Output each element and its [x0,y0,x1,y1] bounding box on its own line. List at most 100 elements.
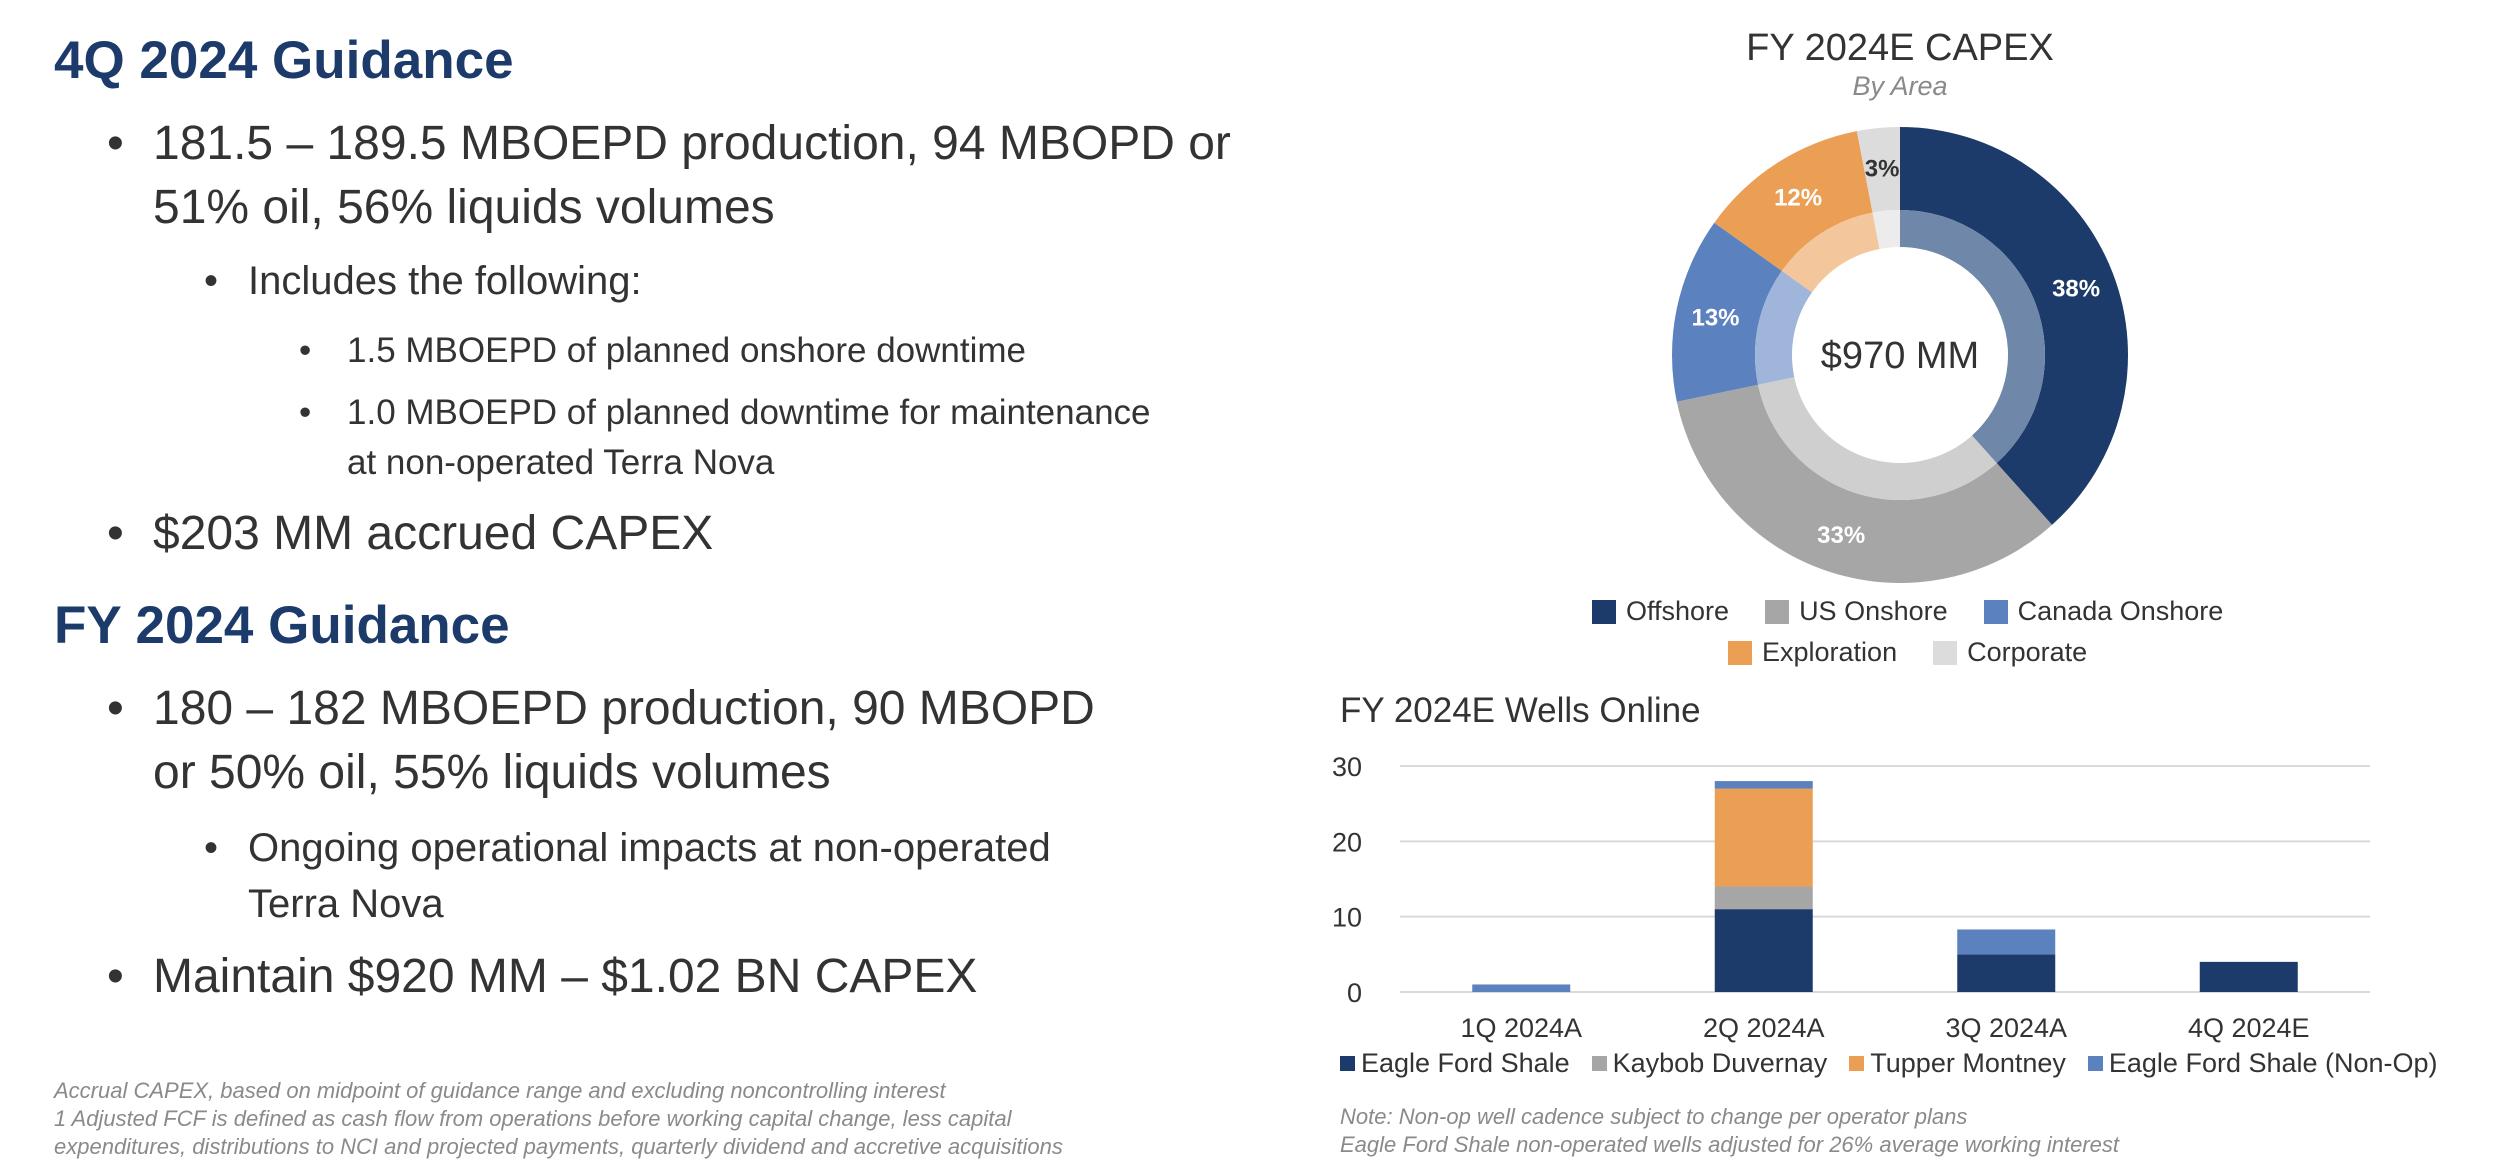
slice-label-corporate: 3% [1865,155,1900,182]
legend-swatch [1340,1056,1355,1071]
legend-label: Kaybob Duvernay [1612,1048,1828,1078]
wells-online-chart: FY 2024E Wells Online 0 10 20 30 1Q 2024A 2Q… [1332,691,2370,1043]
q4-bullet-capex: • $203 MM accrued CAPEX [107,502,713,566]
legend-label: Tupper Montney [1870,1048,2066,1078]
capex-chart-title: FY 2024E CAPEX [1746,27,2054,69]
slice-inner-us-onshore [1758,377,1997,500]
bullet-dot: • [107,117,124,170]
q4-production-line2: 51% oil, 56% liquids volumes [153,181,775,234]
legend-label: Canada Onshore [2017,596,2224,626]
bar-eagle-ford-shale-4q-2024e [2199,961,2298,992]
slice-inner-offshore [1900,210,2045,464]
slice-inner-corporate [1872,210,1900,249]
legend-item-eagle-ford-nonop: Eagle Ford Shale (Non-Op) [2087,1048,2438,1079]
legend-item-tupper: Tupper Montney [1849,1048,2066,1079]
legend-swatch [1765,599,1790,624]
fy-production-line2: or 50% oil, 55% liquids volumes [153,746,831,799]
legend-item-us-onshore: US Onshore [1765,596,1948,627]
slice-inner-canada-onshore [1755,270,1813,385]
x-tick-label: 2Q 2024A [1703,1013,1825,1043]
q4-bullet-onshore-downtime: • 1.5 MBOEPD of planned onshore downtime [299,326,1026,376]
q4-bullet-terra-nova: • 1.0 MBOEPD of planned downtime for mai… [299,388,1151,488]
legend-item-exploration: Exploration [1728,637,1897,668]
legend-label: Eagle Ford Shale (Non-Op) [2108,1048,2438,1078]
y-tick-label: 30 [1332,752,1362,782]
footnote-adjusted-fcf-2: expenditures, distributions to NCI and p… [54,1134,1063,1159]
fy-bullet-capex: • Maintain $920 MM – $1.02 BN CAPEX [107,945,978,1009]
wells-gridlines [1400,765,2370,993]
fy-bullet-production: • 180 – 182 MBOEPD production, 90 MBOPD … [107,677,1095,805]
wells-notes: Note: Non-op well cadence subject to cha… [1340,1103,2119,1159]
fy-bullet-terra-nova: • Ongoing operational impacts at non-ope… [204,820,1051,932]
legend-item-eagle-ford: Eagle Ford Shale [1340,1048,1570,1079]
bullet-dot: • [107,682,124,735]
footnote-adjusted-fcf-1: 1 Adjusted FCF is defined as cash flow f… [54,1106,1012,1131]
bar-eagle-ford-shale-3q-2024a [1957,954,2056,992]
q4-terra-nova-line2: at non-operated Terra Nova [347,443,775,482]
y-tick-label: 0 [1347,978,1362,1008]
wells-legend: Eagle Ford Shale Kaybob Duvernay Tupper … [1340,1048,2438,1079]
capex-center-total: $970 MM [1821,335,1979,377]
slice-us-onshore [1676,384,2053,583]
footnote-accrual: Accrual CAPEX, based on midpoint of guid… [54,1078,946,1103]
fy-terra-nova-line2: Terra Nova [248,882,444,926]
q4-production-line1: 181.5 – 189.5 MBOEPD production, 94 MBOP… [153,117,1231,170]
legend-swatch [1591,1056,1607,1071]
wells-note-1: Note: Non-op well cadence subject to cha… [1340,1104,1968,1129]
q4-includes-text: Includes the following: [248,259,642,303]
wells-note-2: Eagle Ford Shale non-operated wells adju… [1340,1132,2120,1157]
fy-terra-nova-line1: Ongoing operational impacts at non-opera… [248,826,1051,870]
capex-legend-row-2: Exploration Corporate [1728,637,2087,668]
bullet-dot: • [107,950,124,1003]
legend-item-canada-onshore: Canada Onshore [1983,596,2224,627]
q4-guidance-heading: 4Q 2024 Guidance [54,31,514,90]
legend-swatch [1728,640,1752,665]
legend-label: Corporate [1967,637,2088,667]
y-tick-label: 20 [1332,827,1362,857]
legend-label: Exploration [1762,637,1898,667]
legend-label: Eagle Ford Shale [1361,1048,1570,1078]
bar-kaybob-duvernay-2q-2024a [1714,886,1813,910]
capex-chart-subtitle: By Area [1852,71,1947,101]
legend-item-kaybob: Kaybob Duvernay [1591,1048,1828,1079]
legend-item-corporate: Corporate [1933,637,2087,668]
bar-tupper-montney-2q-2024a [1714,788,1813,887]
x-tick-label: 3Q 2024A [1945,1013,2067,1043]
bullet-dot: • [107,507,124,560]
legend-swatch [1592,599,1616,624]
slice-label-offshore: 38% [2052,276,2100,303]
bullet-dot: • [204,259,219,303]
legend-swatch [1933,640,1958,665]
slice-offshore [1900,127,2128,525]
bar-eagle-ford-shale-non-op-1q-2024a [1472,984,1571,992]
bullet-dot: • [299,331,312,370]
x-tick-label: 1Q 2024A [1460,1013,1582,1043]
bar-eagle-ford-shale-non-op-3q-2024a [1957,929,2056,955]
slice-canada-onshore [1672,222,1782,402]
bar-eagle-ford-shale-2q-2024a [1714,909,1813,992]
legend-swatch [2087,1056,2103,1071]
slice-label-exploration: 12% [1774,184,1822,211]
slice-inner-exploration [1781,212,1880,293]
bar-eagle-ford-shale-non-op-2q-2024a [1714,781,1813,789]
footnotes: Accrual CAPEX, based on midpoint of guid… [54,1077,1063,1161]
legend-swatch [1849,1056,1865,1071]
wells-x-tick-labels: 1Q 2024A 2Q 2024A 3Q 2024A 4Q 2024E [1460,1013,2309,1043]
wells-y-tick-labels: 0 10 20 30 [1332,752,1362,1008]
legend-item-offshore: Offshore [1592,596,1729,627]
wells-bars [1472,781,2298,992]
q4-bullet-production: • 181.5 – 189.5 MBOEPD production, 94 MB… [107,112,1231,240]
bullet-dot: • [204,826,219,870]
bullet-dot: • [299,393,312,432]
capex-donut-chart: FY 2024E CAPEX By Area 38% 33% 13% 12% 3% $9… [1672,27,2128,583]
legend-swatch [1983,599,2008,624]
capex-slices: 38% 33% 13% 12% 3% [1672,127,2128,583]
slice-corporate [1856,127,1900,213]
capex-legend-row-1: Offshore US Onshore Canada Onshore [1592,596,2223,627]
q4-onshore-downtime-text: 1.5 MBOEPD of planned onshore downtime [347,331,1026,370]
fy-capex-text: Maintain $920 MM – $1.02 BN CAPEX [153,950,978,1003]
slice-label-us-onshore: 33% [1817,522,1865,549]
slice-label-canada-onshore: 13% [1691,304,1739,331]
q4-terra-nova-line1: 1.0 MBOEPD of planned downtime for maint… [347,393,1151,432]
x-tick-label: 4Q 2024E [2188,1013,2310,1043]
